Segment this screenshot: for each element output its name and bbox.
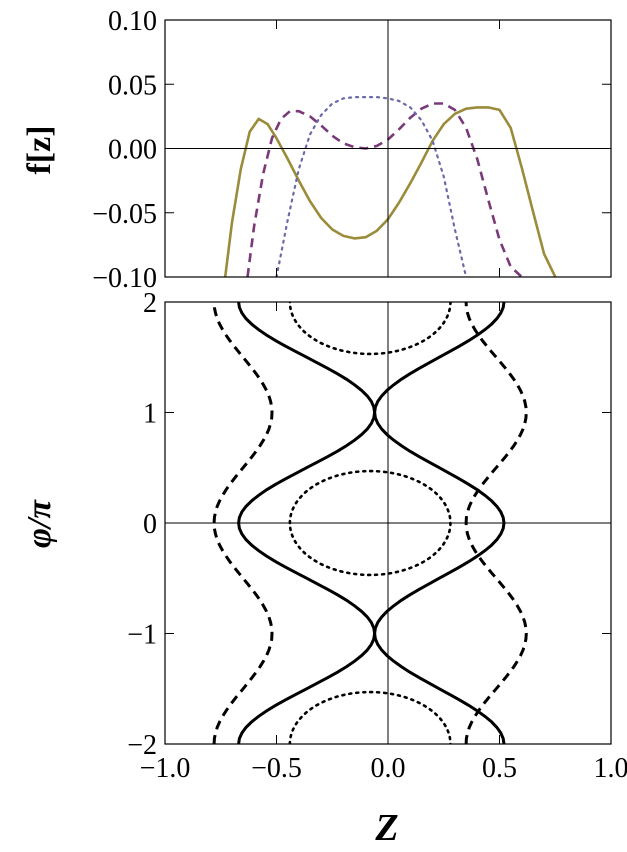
top-curves bbox=[223, 96, 557, 277]
dotted-orbit-2 bbox=[288, 690, 452, 744]
bottom-ytick-label: 2 bbox=[143, 288, 157, 319]
top-ytick-label: −0.05 bbox=[92, 199, 157, 230]
bottom-xlabel: Z bbox=[374, 807, 398, 849]
top-series-dotted bbox=[275, 96, 468, 277]
top-ytick-label: 0.00 bbox=[108, 135, 157, 166]
bottom-ytick-label: 0 bbox=[143, 509, 157, 540]
bottom-ytick-label: −2 bbox=[127, 730, 157, 761]
dashed-orbit-left bbox=[212, 302, 274, 744]
bottom-ytick-label: −1 bbox=[127, 620, 157, 651]
bottom-panel: 2 1 0 −1 −2−1.0 −0.5 0.0 0.5 1.0 bbox=[127, 288, 627, 784]
top-panel: 0.10 0.05 0.00 −0.05 −0.10 bbox=[92, 6, 612, 294]
bottom-xtick-label: 0.5 bbox=[482, 753, 517, 784]
bottom-xtick-label: 0.0 bbox=[371, 753, 406, 784]
bottom-ytick-label: 1 bbox=[143, 399, 157, 430]
top-ytick-label: 0.05 bbox=[108, 70, 157, 101]
top-ytick-label: 0.10 bbox=[108, 6, 157, 37]
bottom-xtick-label: −1.0 bbox=[140, 753, 191, 784]
bottom-xtick-label: 1.0 bbox=[594, 753, 627, 784]
top-series-dashed bbox=[246, 102, 523, 277]
top-series-solid bbox=[223, 106, 557, 277]
top-ytick-label: −0.10 bbox=[92, 263, 157, 294]
top-ylabel: f[z] bbox=[21, 125, 58, 174]
bottom-xtick-label: −0.5 bbox=[251, 753, 302, 784]
bottom-ylabel: φ/π bbox=[21, 499, 58, 548]
